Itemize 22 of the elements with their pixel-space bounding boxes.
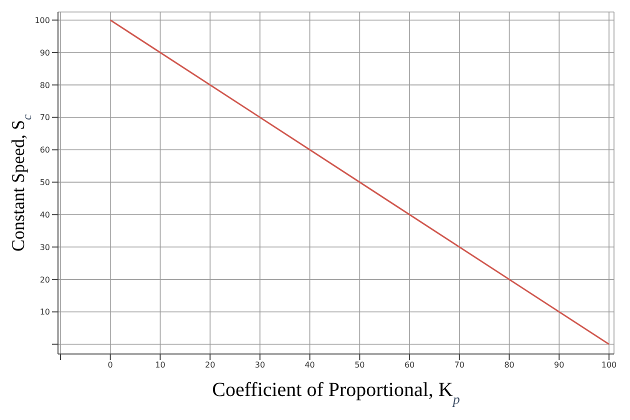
- y-tick-label: 100: [34, 16, 50, 25]
- y-tick-label: 20: [40, 275, 50, 284]
- x-tick-label: 90: [554, 360, 564, 370]
- x-tick-label: 50: [354, 360, 365, 370]
- x-axis-title: Coefficient of Proportional, K$_{p}$: [212, 379, 460, 408]
- x-tick-label: 40: [304, 360, 315, 370]
- y-tick-label: 40: [40, 210, 50, 220]
- x-tick-label: 100: [601, 360, 617, 370]
- y-tick-label: 30: [40, 242, 50, 252]
- x-tick-label: 0: [108, 360, 113, 370]
- x-tick-label: 60: [404, 360, 415, 370]
- y-tick-label: 50: [40, 178, 50, 188]
- x-tick-label: 20: [204, 360, 216, 370]
- x-tick-label: 80: [504, 360, 514, 370]
- x-tick-label: 70: [454, 360, 465, 370]
- y-tick-label: 10: [40, 308, 50, 317]
- y-tick-label: 80: [40, 80, 50, 90]
- y-tick-label: 60: [40, 146, 50, 155]
- x-tick-label: 10: [155, 360, 166, 370]
- y-tick-label: 70: [40, 113, 50, 122]
- x-tick-label: 30: [254, 360, 266, 370]
- y-tick-label: 90: [40, 48, 50, 58]
